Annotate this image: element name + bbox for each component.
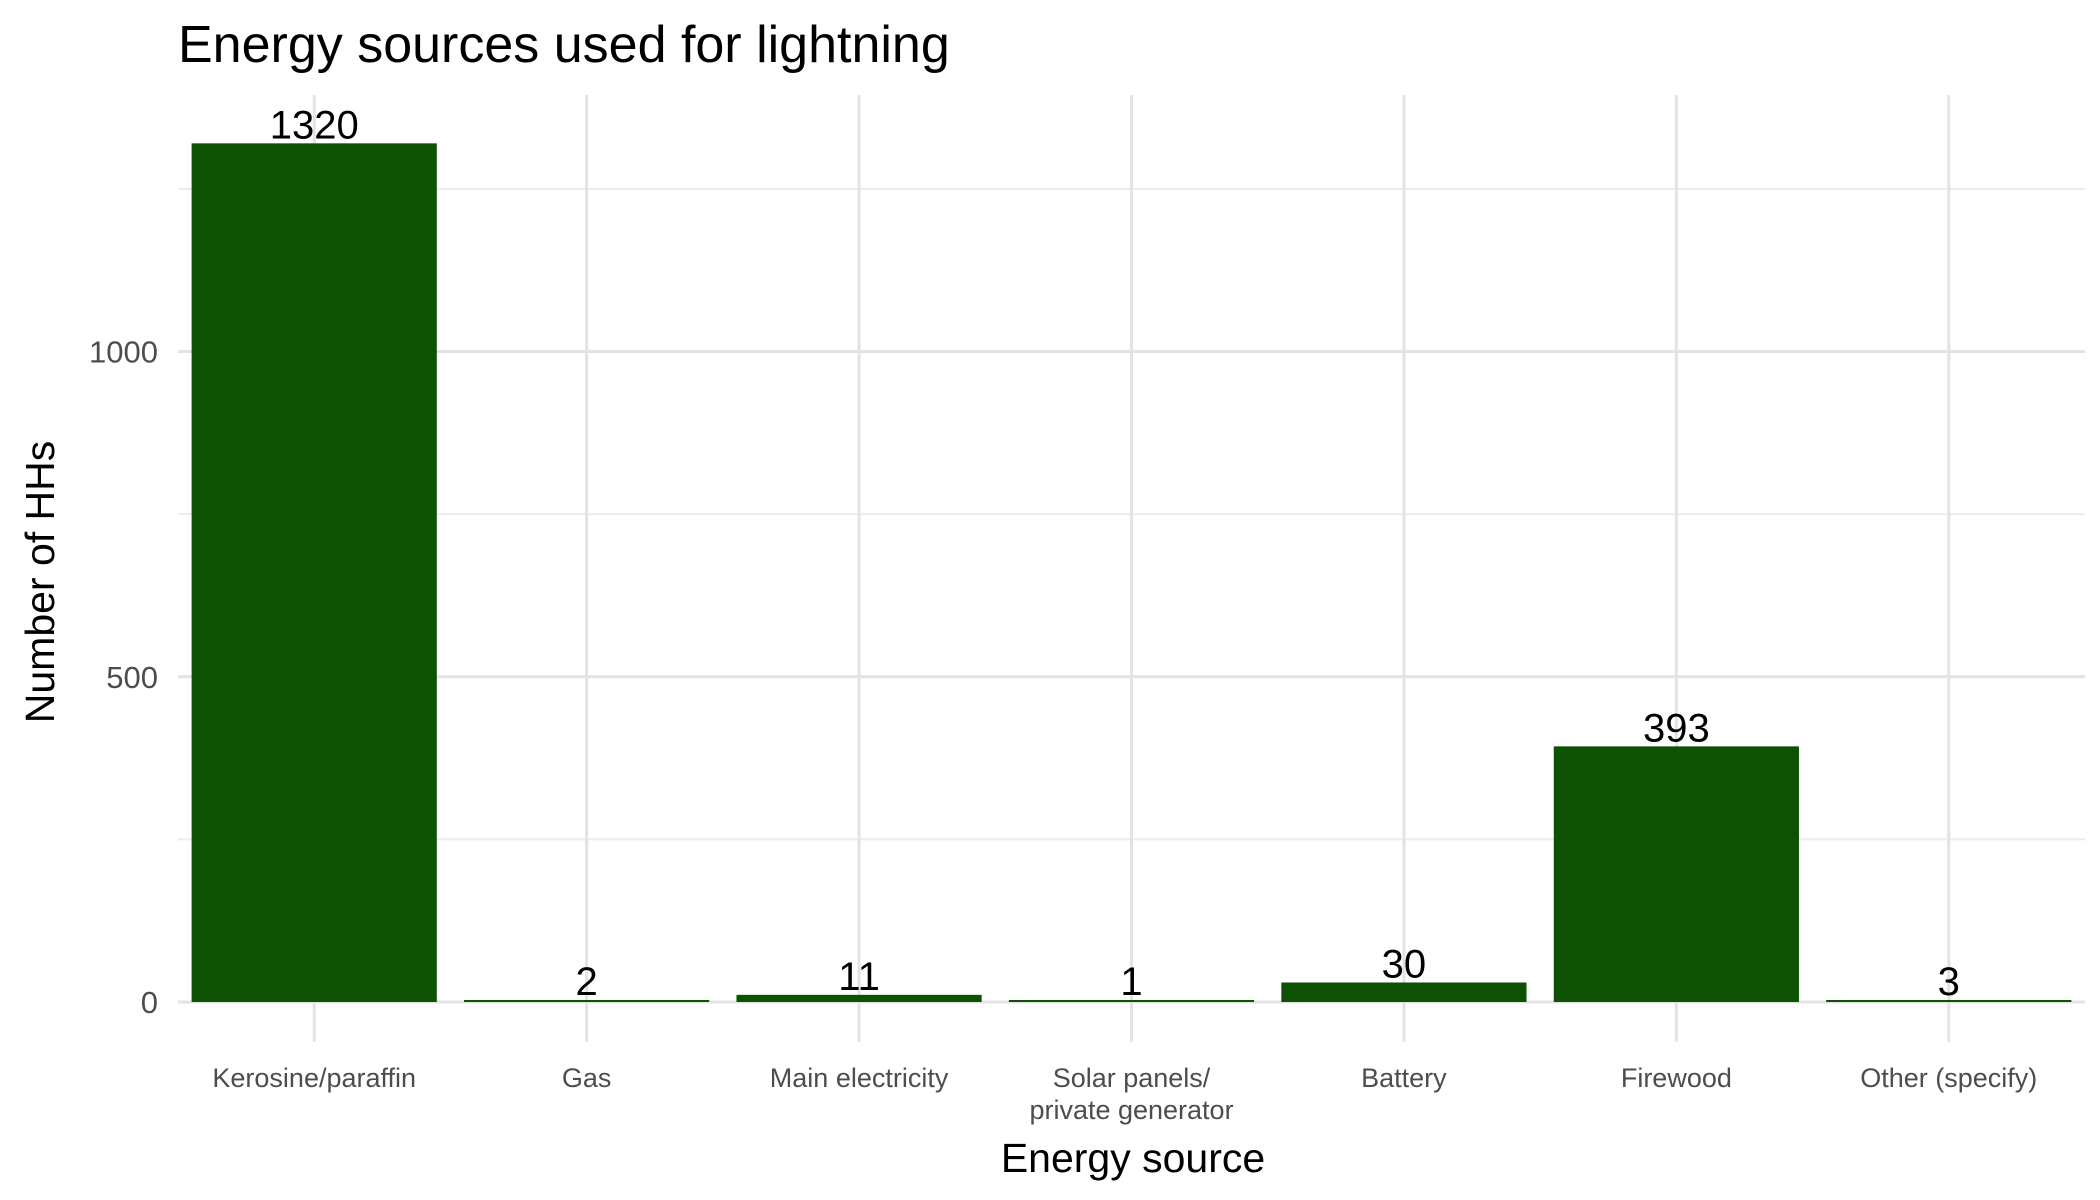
x-tick-label: Solar panels/private generator (1029, 1063, 1233, 1125)
bar (1826, 1000, 2072, 1002)
bar-value-label: 1320 (270, 103, 359, 147)
x-tick-label: Kerosine/paraffin (212, 1063, 416, 1093)
bar-value-label: 393 (1643, 706, 1710, 750)
x-tick-label: Gas (562, 1063, 612, 1093)
y-axis-title: Number of HHs (17, 441, 63, 724)
y-axis-ticks: 0 500 1000 (89, 335, 158, 1021)
bar-value-label: 30 (1382, 942, 1427, 986)
y-tick-label: 0 (141, 985, 158, 1020)
bar (191, 143, 437, 1003)
y-tick-label: 1000 (89, 335, 158, 370)
bar (1281, 982, 1527, 1002)
chart-title: Energy sources used for lightning (178, 16, 950, 74)
x-tick-label: Other (specify) (1860, 1063, 2037, 1093)
bar (1553, 746, 1799, 1002)
bar (1008, 1000, 1255, 1002)
x-axis-title: Energy source (1001, 1135, 1265, 1181)
bar-value-label: 1 (1120, 960, 1142, 1004)
bar (736, 994, 982, 1002)
x-tick-label: Battery (1361, 1063, 1447, 1093)
x-tick-label: Firewood (1621, 1063, 1732, 1093)
bars (191, 143, 2072, 1003)
bar-value-label: 11 (838, 955, 880, 999)
bar-value-label: 3 (1938, 960, 1960, 1004)
bar (464, 1000, 710, 1002)
bar-value-label: 2 (576, 960, 598, 1004)
x-tick-label: Main electricity (770, 1063, 949, 1093)
x-axis-ticks: Kerosine/paraffin Gas Main electricity Sola… (212, 1063, 2037, 1125)
y-tick-label: 500 (106, 660, 158, 695)
